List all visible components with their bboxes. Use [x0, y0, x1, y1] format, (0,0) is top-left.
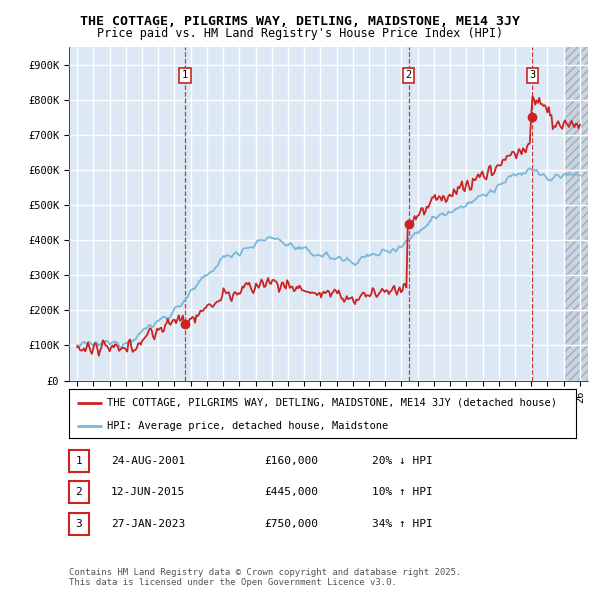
Bar [563, 47, 596, 381]
Text: 12-JUN-2015: 12-JUN-2015 [111, 487, 185, 497]
Text: 20% ↓ HPI: 20% ↓ HPI [372, 456, 433, 466]
Text: 2: 2 [406, 70, 412, 80]
Text: £160,000: £160,000 [264, 456, 318, 466]
Text: THE COTTAGE, PILGRIMS WAY, DETLING, MAIDSTONE, ME14 3JY (detached house): THE COTTAGE, PILGRIMS WAY, DETLING, MAID… [107, 398, 557, 408]
Text: HPI: Average price, detached house, Maidstone: HPI: Average price, detached house, Maid… [107, 421, 388, 431]
Text: Price paid vs. HM Land Registry's House Price Index (HPI): Price paid vs. HM Land Registry's House … [97, 27, 503, 40]
Text: 3: 3 [529, 70, 536, 80]
Text: 2: 2 [76, 487, 82, 497]
Text: Contains HM Land Registry data © Crown copyright and database right 2025.
This d: Contains HM Land Registry data © Crown c… [69, 568, 461, 587]
Text: 27-JAN-2023: 27-JAN-2023 [111, 519, 185, 529]
Text: 3: 3 [76, 519, 82, 529]
Text: £445,000: £445,000 [264, 487, 318, 497]
Text: 10% ↑ HPI: 10% ↑ HPI [372, 487, 433, 497]
Text: £750,000: £750,000 [264, 519, 318, 529]
Text: 24-AUG-2001: 24-AUG-2001 [111, 456, 185, 466]
Text: 1: 1 [76, 456, 82, 466]
Text: 1: 1 [182, 70, 188, 80]
Bar [563, 47, 596, 381]
Text: THE COTTAGE, PILGRIMS WAY, DETLING, MAIDSTONE, ME14 3JY: THE COTTAGE, PILGRIMS WAY, DETLING, MAID… [80, 15, 520, 28]
Text: 34% ↑ HPI: 34% ↑ HPI [372, 519, 433, 529]
